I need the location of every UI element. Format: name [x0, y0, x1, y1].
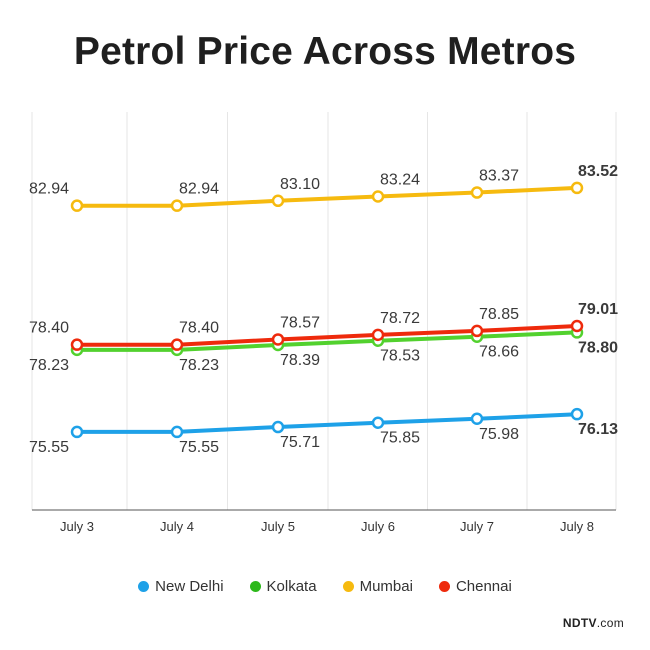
legend-marker-new-delhi [138, 581, 150, 592]
data-label-kolkata: 78.80 [578, 339, 618, 356]
data-label-mumbai: 82.94 [179, 181, 219, 198]
brand-suffix: .com [596, 616, 624, 630]
data-label-mumbai: 83.10 [280, 176, 320, 193]
chart-title: Petrol Price Across Metros [73, 30, 577, 73]
data-label-mumbai: 82.94 [29, 181, 69, 198]
data-label-new-delhi: 75.98 [479, 426, 519, 443]
series-line-chennai [75, 324, 579, 347]
data-label-chennai: 78.40 [29, 320, 69, 337]
data-label-kolkata: 78.23 [179, 357, 219, 374]
data-label-new-delhi: 75.55 [29, 439, 69, 456]
data-label-chennai: 78.72 [380, 310, 420, 327]
data-label-new-delhi: 75.71 [280, 434, 320, 451]
data-point-new-delhi [470, 412, 484, 426]
data-label-kolkata: 78.66 [479, 344, 519, 361]
brand-name: NDTV [562, 616, 597, 630]
data-point-new-delhi [271, 420, 285, 434]
data-label-chennai: 78.57 [280, 314, 320, 331]
data-point-mumbai [271, 194, 285, 208]
x-tick-label: July 3 [60, 519, 94, 534]
ndtv-logo: NDTV.com [563, 616, 624, 630]
data-point-chennai [271, 333, 285, 346]
data-point-mumbai [470, 186, 484, 199]
data-point-new-delhi [70, 425, 84, 439]
legend-item-new-delhi: New Delhi [138, 578, 224, 595]
legend-label-kolkata: Kolkata [266, 578, 317, 595]
data-point-chennai [70, 338, 84, 351]
legend-item-chennai: Chennai [438, 578, 512, 595]
data-point-chennai [470, 324, 484, 338]
data-label-mumbai: 83.24 [380, 171, 420, 188]
data-label-kolkata: 78.53 [380, 348, 420, 365]
data-point-chennai [170, 338, 184, 351]
data-point-mumbai [170, 199, 184, 212]
data-point-new-delhi [371, 416, 385, 429]
series-line-kolkata [75, 330, 579, 352]
series-line-mumbai [75, 185, 579, 208]
data-label-chennai: 78.40 [179, 320, 219, 337]
data-point-chennai [371, 328, 385, 342]
data-label-chennai: 78.85 [479, 306, 519, 323]
legend-item-kolkata: Kolkata [249, 578, 317, 595]
x-tick-label: July 4 [160, 519, 194, 534]
data-point-new-delhi [170, 425, 184, 439]
data-label-kolkata: 78.23 [29, 357, 69, 374]
legend-label-mumbai: Mumbai [359, 578, 413, 595]
x-tick-label: July 8 [560, 519, 594, 534]
data-point-chennai [570, 319, 584, 333]
legend-item-mumbai: Mumbai [342, 578, 413, 595]
x-tick-label: July 7 [460, 519, 494, 534]
data-point-mumbai [570, 181, 584, 195]
legend-label-chennai: Chennai [455, 578, 512, 595]
data-label-new-delhi: 75.85 [380, 430, 420, 447]
data-point-new-delhi [570, 407, 584, 421]
data-point-mumbai [371, 190, 385, 203]
legend-marker-chennai [438, 581, 450, 592]
data-label-mumbai: 83.37 [479, 168, 519, 185]
series-line-new-delhi [75, 412, 579, 434]
data-label-mumbai: 83.52 [578, 163, 618, 180]
x-tick-label: July 6 [361, 519, 395, 534]
legend-marker-kolkata [249, 581, 261, 592]
data-label-chennai: 79.01 [578, 301, 618, 318]
legend-marker-mumbai [342, 581, 354, 592]
data-label-new-delhi: 76.13 [578, 421, 618, 438]
x-tick-label: July 5 [261, 519, 295, 534]
legend: New Delhi Kolkata Mumbai Chennai [0, 578, 650, 595]
legend-label-new-delhi: New Delhi [155, 578, 224, 595]
data-point-mumbai [70, 199, 84, 212]
data-label-kolkata: 78.39 [280, 352, 320, 369]
data-label-new-delhi: 75.55 [179, 439, 219, 456]
